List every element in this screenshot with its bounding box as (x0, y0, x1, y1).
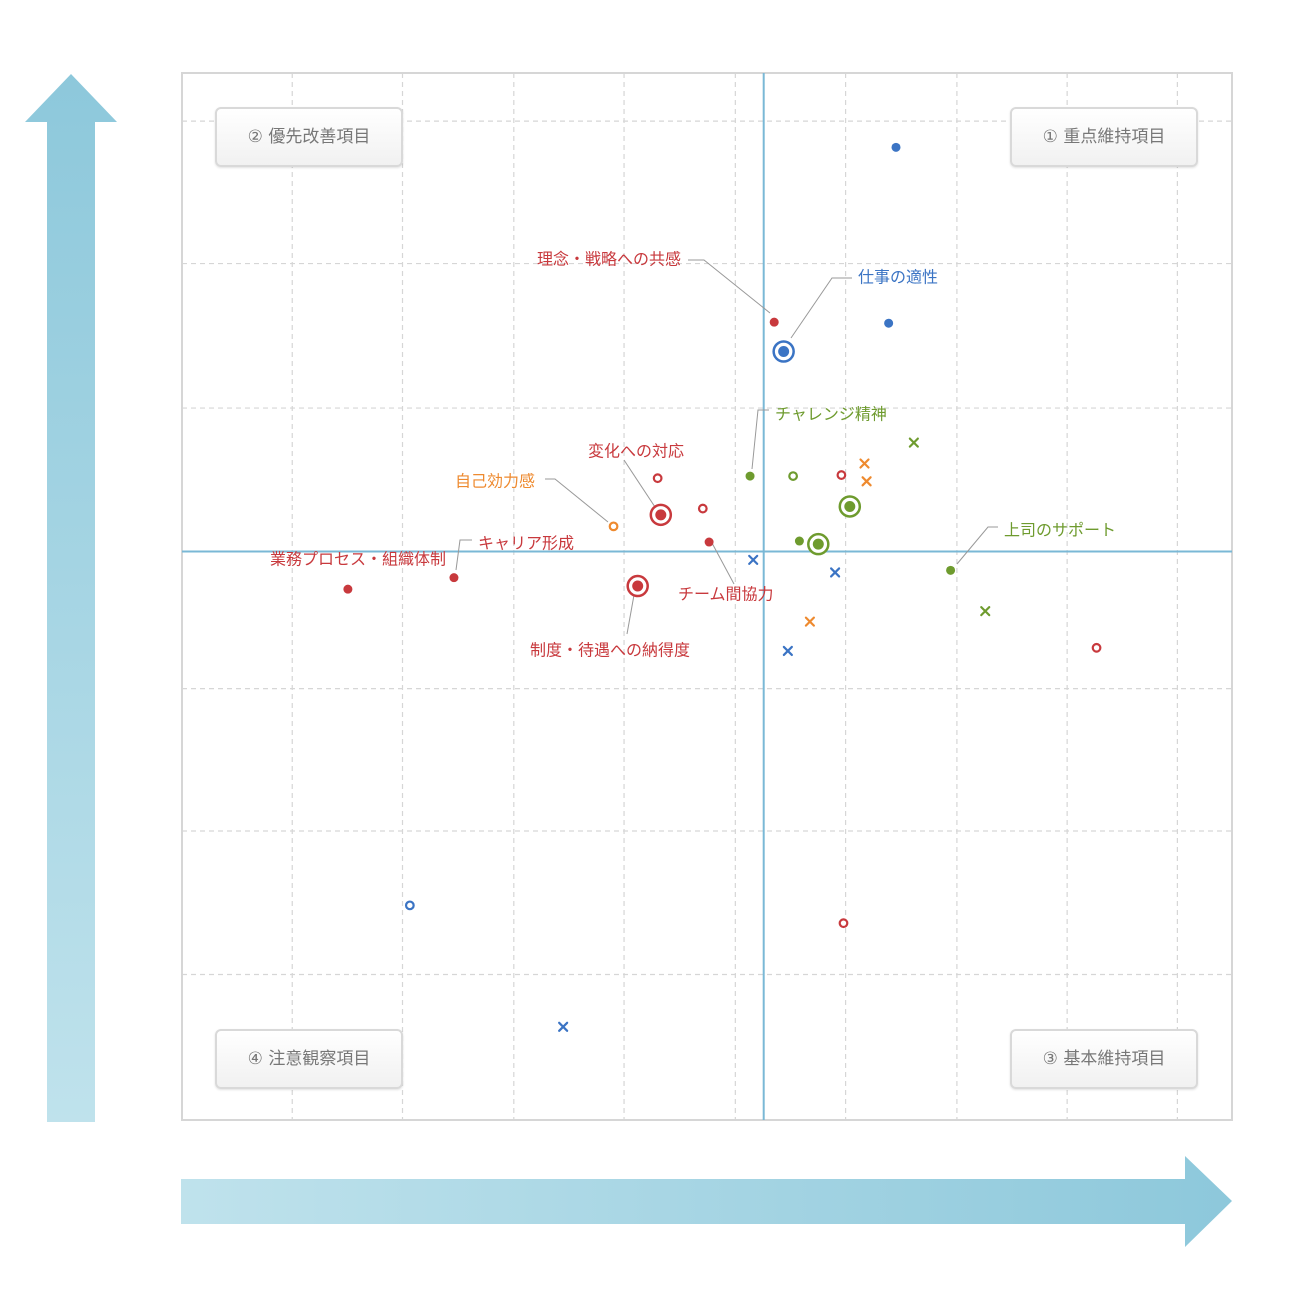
point-label-2: チャレンジ精神 (775, 405, 887, 424)
leader-line-0 (688, 259, 771, 314)
point-label-4: 自己効力感 (455, 472, 535, 491)
point-label-3: 変化への対応 (588, 442, 684, 461)
point-label-6: 業務プロセス・組織体制 (270, 550, 446, 569)
data-point-4 (836, 470, 847, 480)
labeled-point-9 (946, 565, 956, 575)
data-point-18 (404, 900, 415, 911)
leader-line-2 (751, 409, 769, 470)
leader-line-7 (711, 542, 735, 585)
labeled-point-8 (626, 574, 649, 598)
quadrant-label-q3: ③ 基本維持項目 (1010, 1029, 1198, 1089)
point-labels: 理念・戦略への共感仕事の適性チャレンジ精神変化への対応自己効力感キャリア形成業務… (270, 250, 1116, 660)
leader-line-5 (455, 539, 472, 571)
leader-line-1 (790, 277, 852, 339)
leader-line-9 (956, 526, 998, 565)
data-point-9 (838, 495, 862, 518)
leader-line-8 (626, 594, 635, 635)
data-point-11 (807, 532, 830, 556)
point-label-5: キャリア形成 (478, 534, 574, 553)
data-point-16 (782, 645, 793, 657)
labeled-point-4 (608, 521, 619, 532)
point-label-8: 制度・待遇への納得度 (530, 641, 690, 660)
data-point-6 (861, 476, 872, 487)
point-label-1: 仕事の適性 (858, 268, 938, 287)
vertical-axis-arrow (25, 74, 117, 1122)
labeled-point-3 (649, 503, 673, 527)
point-label-0: 理念・戦略への共感 (537, 250, 681, 269)
quadrant-dividers (182, 73, 1232, 1120)
data-point-1 (884, 318, 894, 328)
labeled-point-2 (745, 471, 755, 481)
data-point-7 (652, 473, 663, 484)
leader-lines (455, 259, 998, 635)
data-point-19 (838, 918, 849, 929)
quadrant-label-q1: ① 重点維持項目 (1010, 107, 1198, 167)
point-label-9: 上司のサポート (1004, 521, 1116, 540)
data-point-14 (980, 606, 991, 617)
labeled-point-7 (704, 537, 714, 547)
point-label-7: チーム間協力 (678, 585, 774, 604)
data-point-3 (788, 471, 798, 481)
data-point-10 (794, 536, 804, 546)
data-point-12 (748, 554, 759, 565)
quadrant-label-q4: ④ 注意観察項目 (215, 1029, 403, 1089)
horizontal-axis-arrow (181, 1156, 1232, 1247)
data-point-0 (891, 142, 901, 152)
labeled-point-5 (449, 573, 459, 583)
data-point-15 (804, 616, 815, 627)
data-points (343, 142, 1102, 1032)
data-point-13 (830, 567, 841, 578)
leader-line-3 (623, 459, 656, 508)
labeled-point-0 (769, 317, 779, 327)
data-point-8 (697, 503, 708, 514)
data-point-17 (1091, 642, 1102, 653)
data-point-5 (859, 458, 870, 469)
labeled-point-6 (343, 584, 353, 594)
data-point-20 (558, 1021, 569, 1032)
labeled-point-1 (772, 340, 795, 363)
plot-area (181, 72, 1233, 1121)
data-point-2 (908, 437, 919, 448)
quadrant-label-q2: ② 優先改善項目 (215, 107, 403, 167)
leader-line-4 (545, 478, 609, 523)
